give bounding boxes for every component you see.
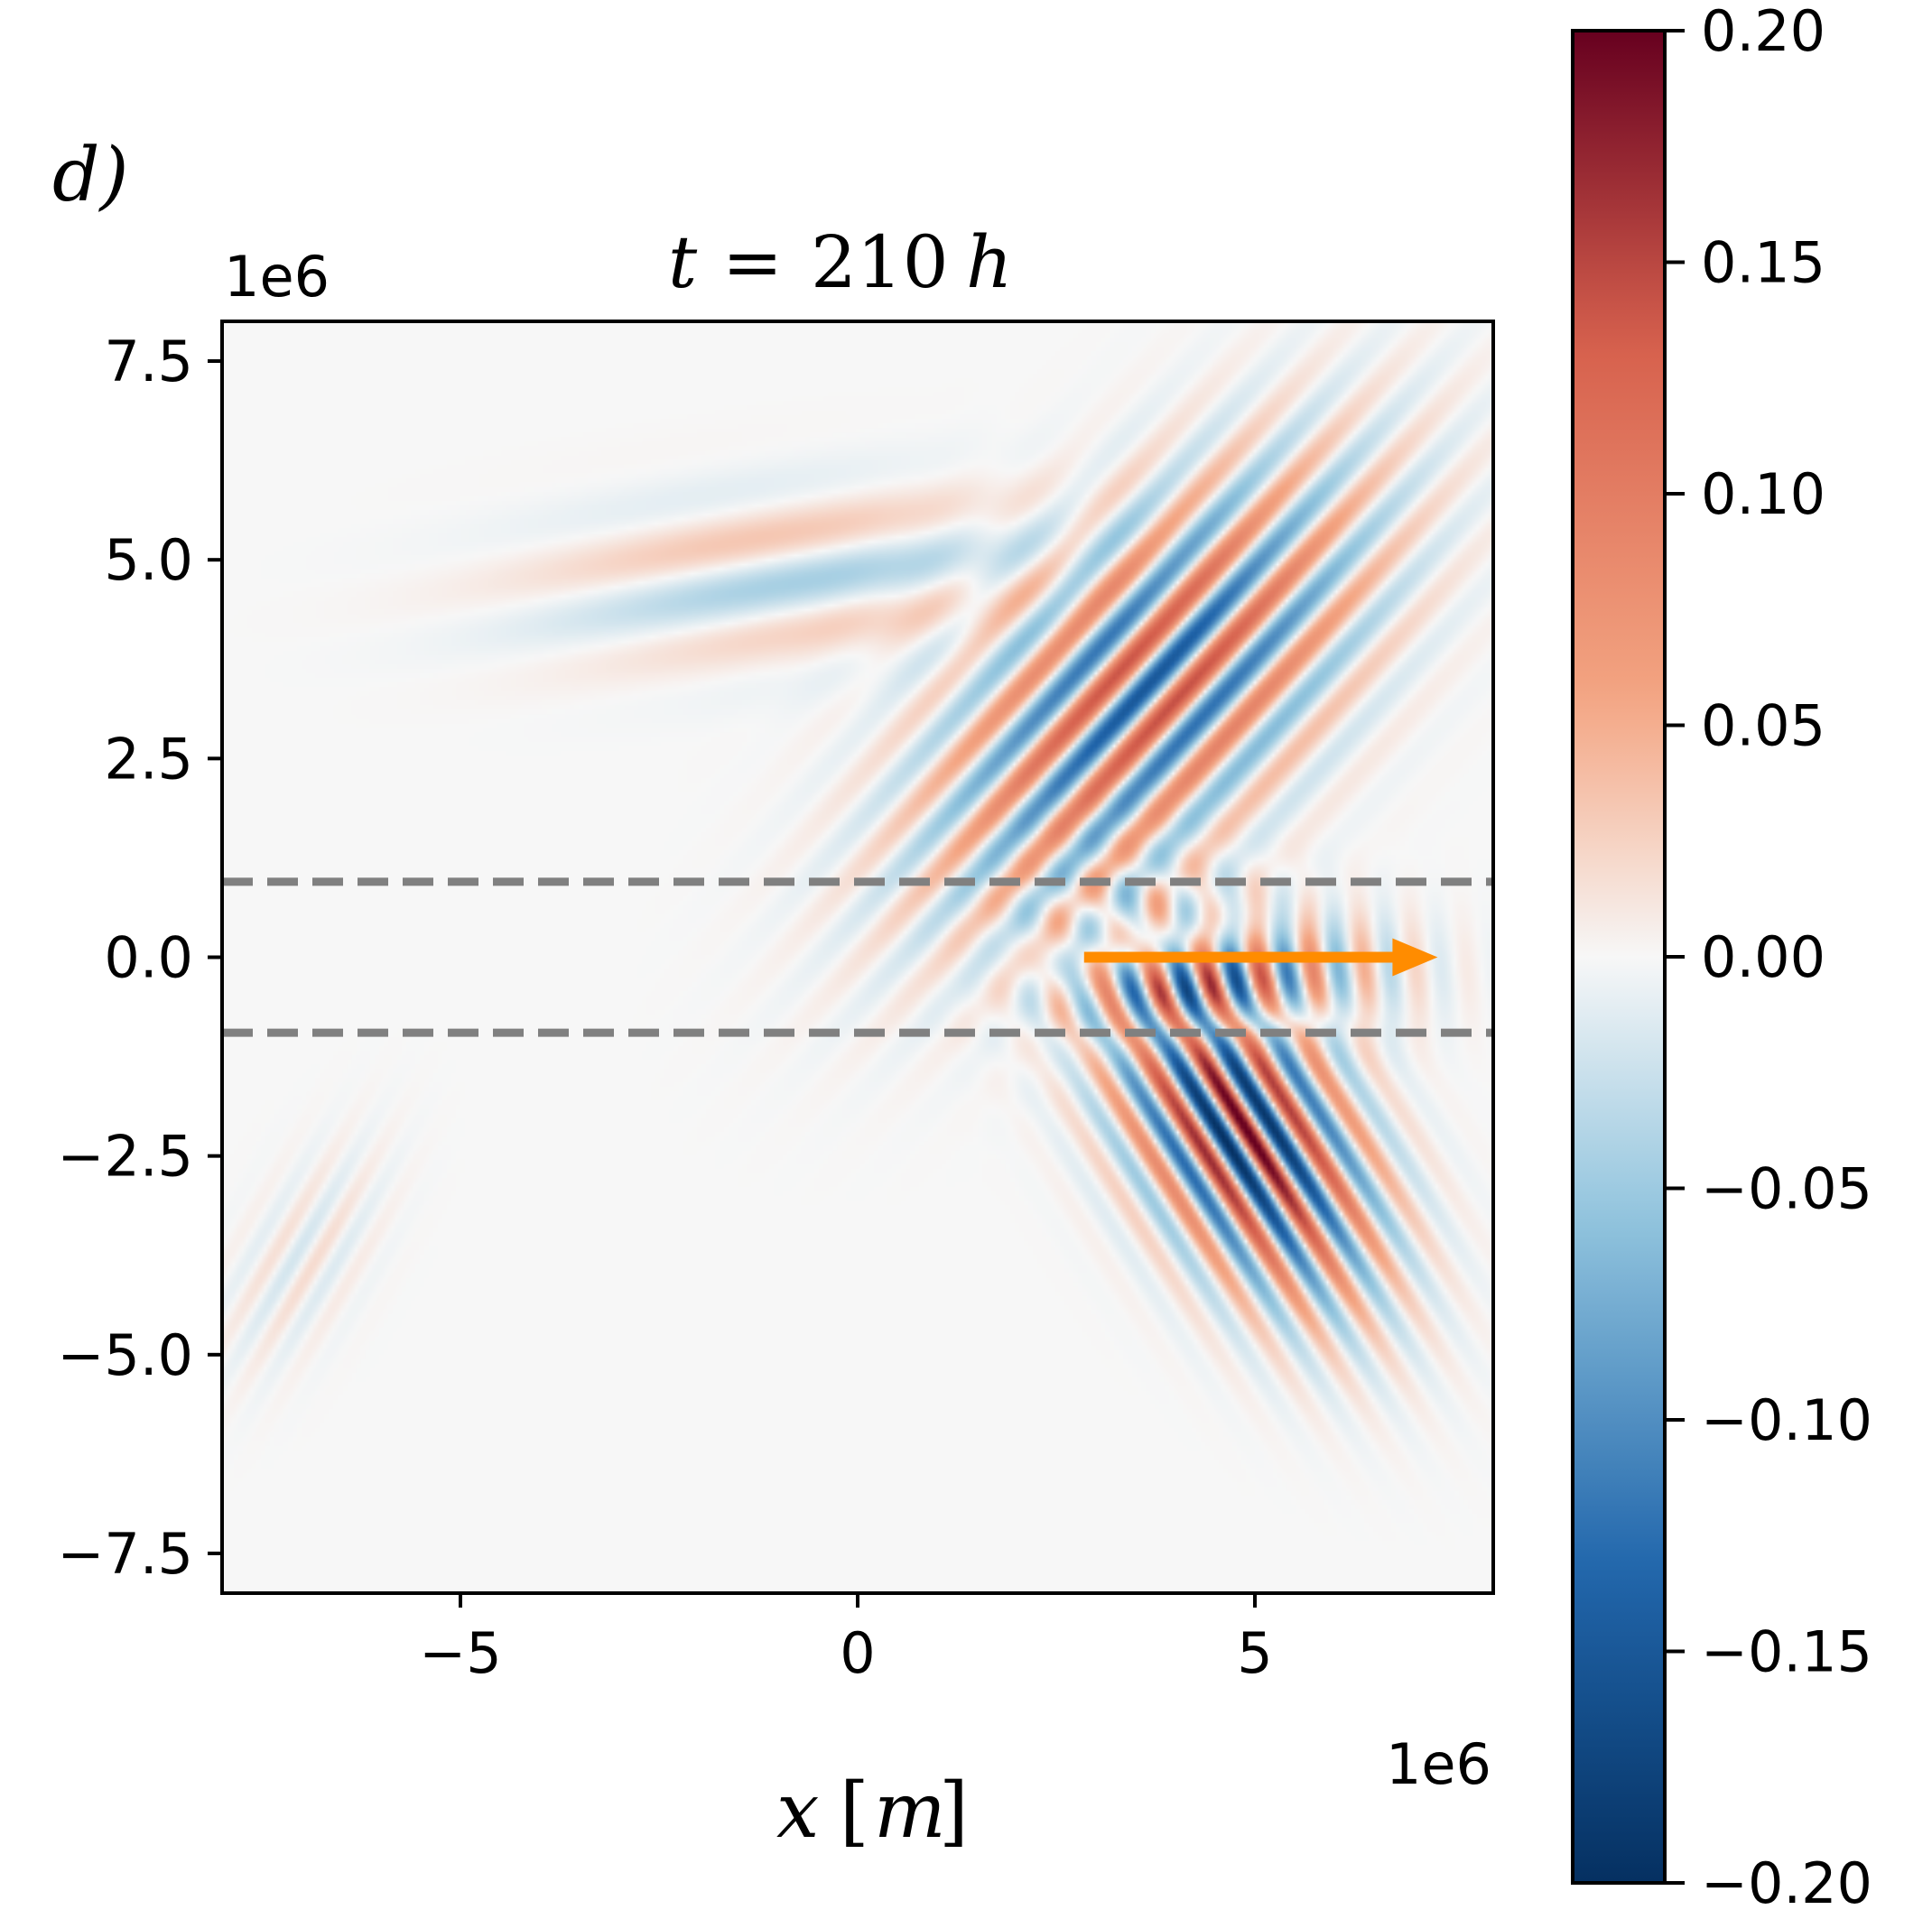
y-tick-label: −7.5 bbox=[57, 1521, 193, 1587]
propagation-arrow bbox=[1083, 938, 1438, 977]
x-tick-label: 0 bbox=[840, 1620, 875, 1686]
colorbar-tick-label: 0.15 bbox=[1701, 230, 1825, 296]
xlabel-left-bracket: [ bbox=[840, 1766, 869, 1855]
title-value: 210 bbox=[811, 220, 949, 304]
x-axis: −5 0 5 bbox=[419, 1593, 1273, 1686]
colorbar-tick-label: −0.10 bbox=[1701, 1387, 1872, 1453]
title-unit: h bbox=[966, 220, 1013, 304]
y-tick-label: 5.0 bbox=[104, 527, 193, 593]
colorbar-tick-label: 0.20 bbox=[1701, 0, 1825, 64]
y-axis: 7.5 5.0 2.5 0.0 −2.5 −5.0 −7.5 bbox=[57, 329, 222, 1587]
y-offset-text: 1e6 bbox=[224, 244, 330, 310]
x-axis-label: x [ m ] bbox=[776, 1766, 969, 1855]
x-offset-text: 1e6 bbox=[1386, 1731, 1491, 1797]
title-equals: = bbox=[722, 220, 783, 304]
xlabel-right-bracket: ] bbox=[939, 1766, 969, 1855]
colorbar-tick-label: −0.05 bbox=[1701, 1156, 1872, 1222]
x-tick-label: 5 bbox=[1237, 1620, 1272, 1686]
colorbar-axis: 0.20 0.15 0.10 0.05 0.00 −0.05 −0.10 −0.15 −0.20 bbox=[1665, 0, 1872, 1916]
y-tick-label: −5.0 bbox=[57, 1322, 193, 1388]
guide-lines bbox=[222, 877, 1493, 1037]
y-tick-label: 0.0 bbox=[104, 925, 193, 991]
arrow-head bbox=[1392, 938, 1438, 977]
colorbar-tick-label: 0.00 bbox=[1701, 924, 1825, 990]
y-tick-label: 2.5 bbox=[104, 726, 193, 792]
colorbar-tick-label: −0.20 bbox=[1701, 1850, 1872, 1916]
colorbar-tick-label: 0.05 bbox=[1701, 693, 1825, 759]
y-tick-label: 7.5 bbox=[104, 329, 193, 394]
colorbar-tick-label: 0.10 bbox=[1701, 461, 1825, 527]
y-tick-label: −2.5 bbox=[57, 1124, 193, 1190]
x-tick-label: −5 bbox=[419, 1620, 501, 1686]
xlabel-variable: x bbox=[776, 1766, 819, 1855]
chart-title: t = 210 h bbox=[668, 220, 1013, 304]
xlabel-unit: m bbox=[874, 1766, 946, 1855]
title-variable: t bbox=[668, 220, 698, 304]
colorbar-tick-label: −0.15 bbox=[1701, 1619, 1872, 1685]
panel-label: d) bbox=[52, 133, 128, 218]
colorbar-gradient bbox=[1573, 31, 1665, 1883]
